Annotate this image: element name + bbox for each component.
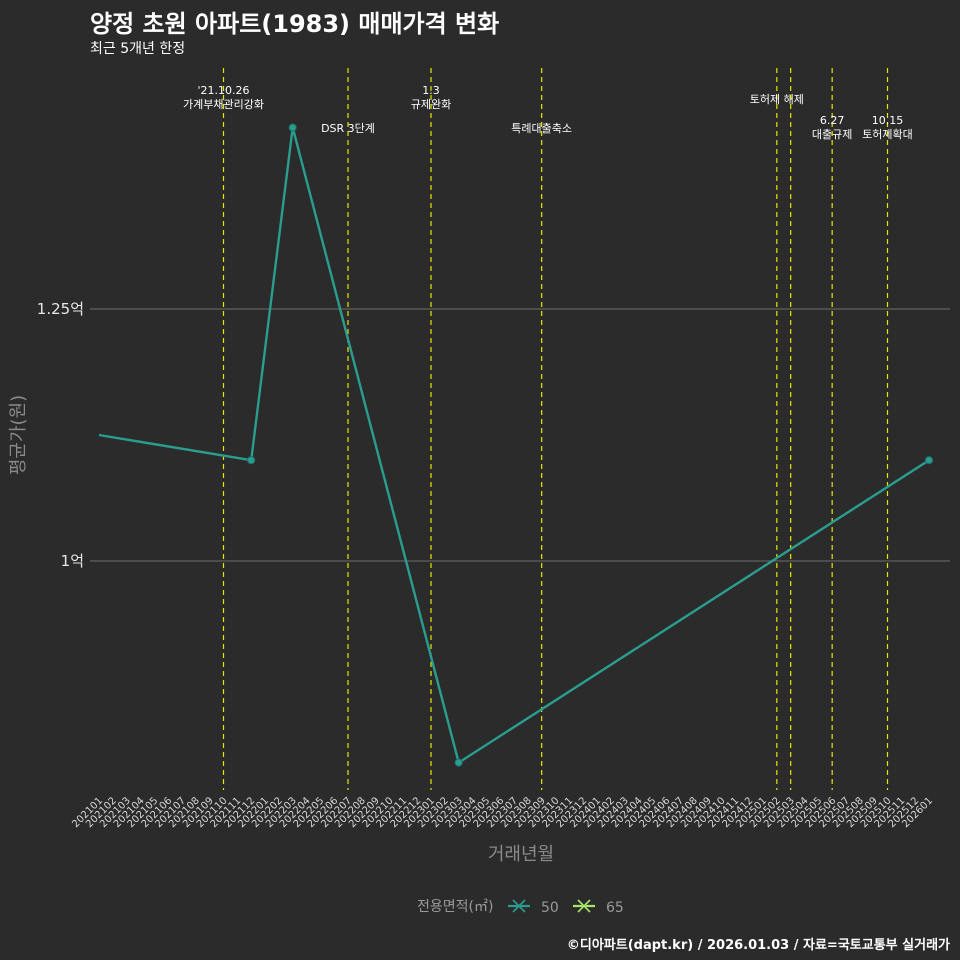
- chart-subtitle: 최근 5개년 한정: [90, 41, 186, 57]
- event-label: 가계부채관리강화: [183, 98, 264, 111]
- data-point: [454, 758, 463, 767]
- event-label: 특례대출축소: [511, 122, 572, 135]
- grid-layer: 1억 1.25억: [37, 300, 950, 570]
- event-label: 토허제 해제: [750, 92, 804, 106]
- event-label: 토허제확대: [862, 128, 913, 141]
- event-label: 규제완화: [411, 98, 451, 111]
- series-layer: [98, 123, 934, 767]
- event-label: DSR 3단계: [321, 122, 375, 135]
- legend-label-65: 65: [606, 900, 624, 916]
- y-axis-title: 평균가(원): [8, 395, 29, 475]
- y-tick-label: 1억: [61, 552, 84, 570]
- legend-key-cross: [577, 899, 591, 913]
- y-tick-label: 1.25억: [37, 300, 84, 318]
- event-label: 6.27: [820, 114, 845, 127]
- data-point: [288, 123, 297, 132]
- chart-title: 양정 초원 아파트(1983) 매매가격 변화: [90, 10, 500, 38]
- event-label: '21.10.26: [197, 84, 249, 97]
- event-label: 대출규제: [812, 128, 852, 141]
- data-point: [247, 456, 256, 465]
- event-label: 10.15: [872, 114, 904, 127]
- x-axis-ticks: 2021012021022021032021042021052021062021…: [70, 795, 935, 830]
- source-caption: ©디아파트(dapt.kr) / 2026.01.03 / 자료=국토교통부 실…: [566, 938, 950, 953]
- legend: 전용면적(㎡) 50 65: [417, 899, 624, 916]
- legend-key-cross: [512, 899, 526, 913]
- event-label: 1.3: [422, 84, 440, 97]
- x-axis-title: 거래년월: [488, 844, 554, 865]
- data-point: [924, 456, 934, 465]
- legend-label-50: 50: [541, 900, 559, 916]
- legend-title: 전용면적(㎡): [417, 899, 493, 915]
